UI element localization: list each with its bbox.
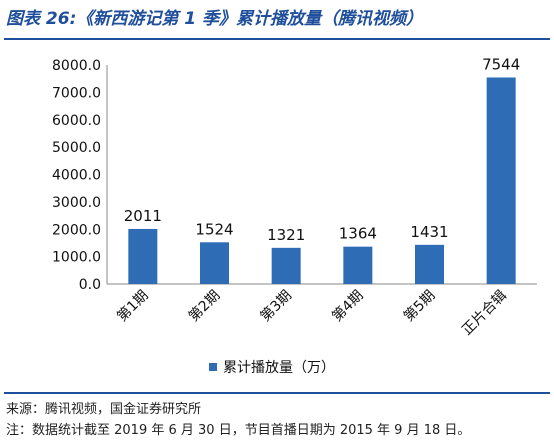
x-tick-label: 第1期	[114, 287, 152, 325]
data-label: 1524	[195, 220, 233, 238]
bar	[271, 247, 301, 284]
bar	[200, 242, 229, 284]
data-label: 1364	[339, 225, 377, 243]
footer-rule	[4, 392, 550, 394]
y-tick-labels: 0.0 1000.0 2000.0 3000.0 4000.0 5000.0 6000.0 7…	[52, 58, 101, 293]
bar	[415, 244, 444, 284]
y-tick-label: 6000.0	[52, 113, 101, 129]
y-tick-label: 7000.0	[52, 85, 101, 101]
x-tick-label: 第3期	[257, 287, 295, 325]
source-note: 来源：腾讯视频，国金证券研究所	[6, 402, 202, 417]
data-label: 7544	[482, 55, 520, 73]
legend: 累计播放量（万）	[209, 360, 335, 376]
data-label: 1321	[267, 226, 305, 244]
y-tick-label: 3000.0	[52, 195, 101, 211]
data-labels: 2011 1524 1321 1364 1431 7544	[124, 55, 521, 243]
bar-series	[128, 77, 516, 284]
data-label: 1431	[410, 223, 448, 241]
legend-label: 累计播放量（万）	[223, 360, 335, 376]
y-tick-label: 4000.0	[52, 168, 101, 184]
bar	[343, 246, 373, 284]
footnote: 注：数据统计截至 2019 年 6 月 30 日，节目首播日期为 2015 年 …	[6, 423, 471, 438]
bar	[128, 228, 158, 284]
y-tick-label: 8000.0	[52, 58, 101, 74]
y-tick-label: 2000.0	[52, 222, 101, 238]
chart-title: 图表 26:《新西游记第 1 季》累计播放量（腾讯视频）	[6, 9, 424, 29]
y-tick-label: 1000.0	[52, 250, 101, 266]
bar-chart: 0.0 1000.0 2000.0 3000.0 4000.0 5000.0 6000.0 7…	[52, 55, 537, 376]
data-label: 2011	[124, 207, 162, 225]
x-tick-label: 第2期	[185, 287, 223, 325]
y-tick-label: 5000.0	[52, 140, 101, 156]
x-tick-label: 正片合辑	[459, 288, 510, 339]
x-tick-label: 第5期	[400, 287, 438, 325]
legend-swatch	[209, 363, 217, 371]
x-tick-labels: 第1期 第2期 第3期 第4期 第5期 正片合辑	[114, 287, 510, 339]
bar	[486, 77, 516, 284]
y-tick-label: 0.0	[79, 277, 101, 293]
title-underline	[4, 38, 550, 40]
x-tick-label: 第4期	[329, 287, 367, 325]
